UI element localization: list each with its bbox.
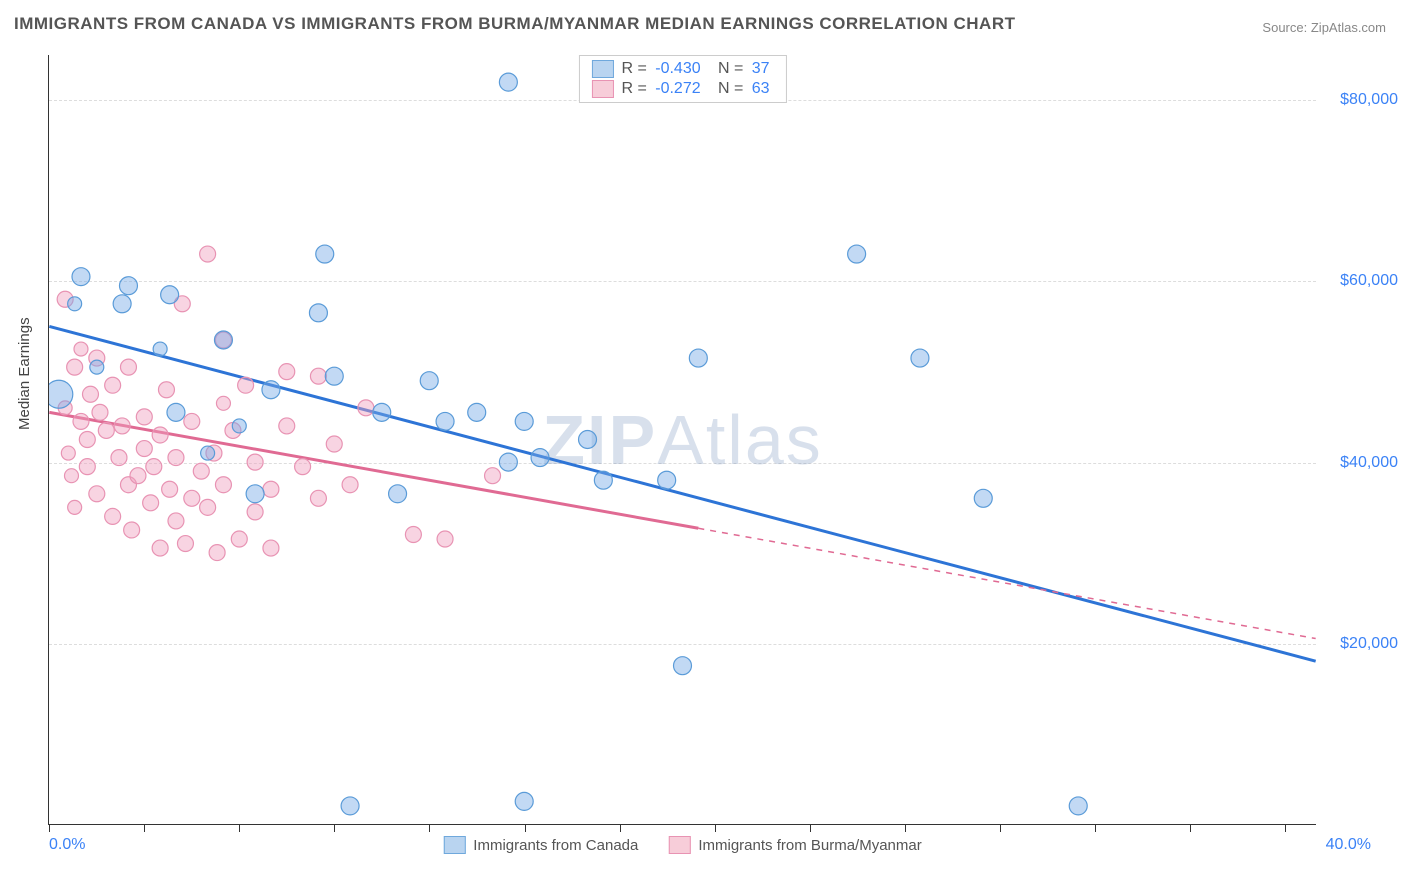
legend-label-burma: Immigrants from Burma/Myanmar bbox=[698, 837, 921, 854]
legend-row-burma: R = -0.272 N = 63 bbox=[591, 80, 773, 98]
correlation-legend: R = -0.430 N = 37 R = -0.272 N = 63 bbox=[578, 55, 786, 103]
swatch-canada bbox=[591, 60, 613, 78]
source-attribution: Source: ZipAtlas.com bbox=[1262, 20, 1386, 35]
legend-swatch-burma bbox=[668, 836, 690, 854]
source-label: Source: bbox=[1262, 20, 1307, 35]
x-axis-label-max: 40.0% bbox=[1326, 836, 1371, 854]
x-axis-label-min: 0.0% bbox=[49, 836, 85, 854]
legend-item-burma: Immigrants from Burma/Myanmar bbox=[668, 836, 921, 854]
y-axis-title: Median Earnings bbox=[16, 317, 33, 430]
legend-swatch-canada bbox=[443, 836, 465, 854]
source-name: ZipAtlas.com bbox=[1311, 20, 1386, 35]
chart-plot-area: ZIPAtlas R = -0.430 N = 37 R = -0.272 N … bbox=[48, 55, 1316, 825]
series-legend: Immigrants from Canada Immigrants from B… bbox=[443, 836, 921, 854]
y-tick-label: $60,000 bbox=[1340, 272, 1398, 290]
legend-text-canada: R = -0.430 N = 37 bbox=[621, 60, 773, 78]
legend-text-burma: R = -0.272 N = 63 bbox=[621, 80, 773, 98]
chart-title: IMMIGRANTS FROM CANADA VS IMMIGRANTS FRO… bbox=[14, 14, 1016, 34]
legend-label-canada: Immigrants from Canada bbox=[473, 837, 638, 854]
y-tick-label: $20,000 bbox=[1340, 635, 1398, 653]
swatch-burma bbox=[591, 80, 613, 98]
scatter-svg bbox=[49, 55, 1316, 824]
y-tick-label: $40,000 bbox=[1340, 454, 1398, 472]
legend-row-canada: R = -0.430 N = 37 bbox=[591, 60, 773, 78]
legend-item-canada: Immigrants from Canada bbox=[443, 836, 638, 854]
y-tick-label: $80,000 bbox=[1340, 91, 1398, 109]
